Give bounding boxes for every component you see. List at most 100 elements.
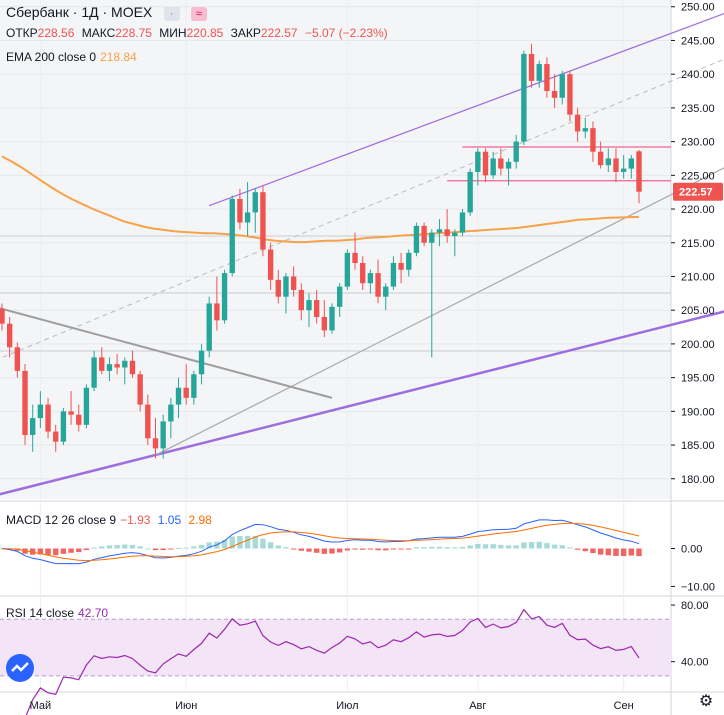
macd-histogram-bar: [613, 548, 619, 556]
candle-body: [183, 387, 189, 398]
macd-legend[interactable]: MACD 12 26 close 9 −1.93 1.05 2.98: [6, 513, 216, 527]
y-tick-label: 200.00: [681, 339, 715, 351]
symbol-title: Сбербанк · 1Д · MOEX: [6, 4, 153, 20]
candle-body: [168, 404, 174, 422]
macd-histogram-bar: [283, 547, 289, 549]
settings-gear-icon[interactable]: ⚙: [698, 693, 714, 710]
last-price-text: 222.57: [679, 187, 713, 199]
candle-body: [91, 357, 97, 388]
candle-body: [628, 158, 635, 169]
rsi-legend[interactable]: RSI 14 close 42.70: [6, 606, 112, 620]
macd-histogram-bar: [290, 548, 297, 550]
eye-icon[interactable]: ·: [163, 6, 180, 21]
candle-body: [620, 168, 627, 172]
candle-body: [452, 232, 458, 237]
candle-body: [260, 192, 266, 250]
candle-body: [482, 151, 489, 176]
approx-icon[interactable]: ≈: [190, 6, 207, 21]
candle-body: [636, 151, 642, 192]
macd-histogram-bar: [375, 548, 381, 551]
macd-histogram-bar: [498, 544, 504, 549]
candle-body: [344, 252, 351, 287]
candle-body: [313, 300, 320, 317]
candle-body: [498, 158, 504, 169]
macd-histogram-bar: [367, 548, 374, 550]
main-pane-bg: [0, 0, 671, 499]
candle-body: [114, 364, 120, 368]
candle-body: [60, 411, 67, 442]
candle-body: [267, 249, 274, 280]
candle-body: [160, 421, 166, 449]
macd-histogram-bar: [198, 544, 205, 549]
open-label: ОТКР: [6, 26, 38, 40]
macd-histogram-bar: [574, 548, 581, 550]
candle-body: [129, 360, 136, 375]
x-tick-label: Сен: [614, 700, 634, 712]
resistance-trend-line: [0, 307, 333, 399]
candle-body: [237, 198, 243, 223]
candle-body: [605, 158, 611, 166]
macd-histogram-bar: [45, 548, 51, 555]
macd-histogram-bar: [275, 545, 281, 549]
candle-body: [298, 289, 304, 311]
macd-histogram-bar: [160, 548, 166, 551]
rsi-line: [25, 608, 640, 715]
candle-body: [590, 128, 596, 152]
macd-histogram-bar: [605, 548, 611, 556]
candle-body: [83, 387, 90, 425]
candle-body: [567, 74, 573, 115]
macd-pane: [0, 519, 642, 565]
candle-body: [137, 374, 143, 405]
candle-body: [559, 74, 565, 98]
macd-histogram-bar: [551, 544, 558, 549]
macd-histogram-bar: [206, 542, 212, 549]
ema-label: EMA 200 close 0: [6, 50, 97, 64]
macd-histogram-bar: [513, 545, 519, 549]
candle-body: [528, 53, 535, 81]
symbol-legend: Сбербанк · 1Д · MOEX · ≈: [6, 4, 211, 21]
macd-histogram-bar: [383, 548, 389, 551]
macd-histogram-bar: [106, 545, 113, 549]
macd-label: MACD 12 26 close 9: [6, 513, 117, 527]
macd-histogram-bar: [337, 548, 343, 553]
low-label: МИН: [159, 26, 187, 40]
macd-histogram-bar: [590, 548, 596, 554]
candle-body: [275, 279, 281, 297]
candle-body: [244, 212, 251, 223]
rsi-band: [0, 619, 671, 676]
x-tick-label: Июл: [336, 700, 358, 712]
macd-histogram-bar: [175, 548, 182, 550]
rsi-tick-label: 40.00: [681, 657, 709, 669]
macd-histogram-bar: [68, 548, 74, 553]
macd-histogram-bar: [467, 545, 473, 549]
macd-histogram-bar: [490, 544, 496, 549]
macd-histogram-bar: [99, 546, 105, 549]
candle-body: [536, 64, 542, 81]
candle-body: [444, 229, 450, 237]
macd-histogram-bar: [122, 544, 128, 549]
ema-legend[interactable]: EMA 200 close 0 218.84: [6, 50, 141, 64]
lower-channel-line: [0, 310, 724, 496]
macd-histogram-bar: [252, 535, 258, 549]
tradingview-logo-icon[interactable]: [6, 654, 34, 682]
candle-body: [398, 262, 404, 270]
candle-body: [229, 198, 235, 274]
macd-histogram-bar: [145, 548, 151, 550]
y-tick-label: 230.00: [681, 137, 715, 149]
candle-body: [198, 350, 205, 375]
candle-body: [406, 252, 412, 270]
macd-histogram-bar: [183, 547, 189, 549]
candle-body: [145, 404, 151, 439]
candle-body: [475, 151, 481, 172]
y-tick-label: 210.00: [681, 271, 715, 283]
macd-histogram-bar: [321, 548, 328, 554]
macd-histogram-bar: [582, 548, 588, 552]
y-tick-label: 225.00: [681, 170, 715, 182]
axes: 250.00 245.00 240.00 235.00 230.00 225.00 220.…: [30, 2, 723, 712]
ohlc-legend: ОТКР228.56 МАКС228.75 МИН220.85 ЗАКР222.…: [6, 26, 392, 40]
candle-body: [613, 158, 619, 172]
candle-body: [45, 404, 51, 432]
macd-histogram-bar: [344, 548, 351, 551]
